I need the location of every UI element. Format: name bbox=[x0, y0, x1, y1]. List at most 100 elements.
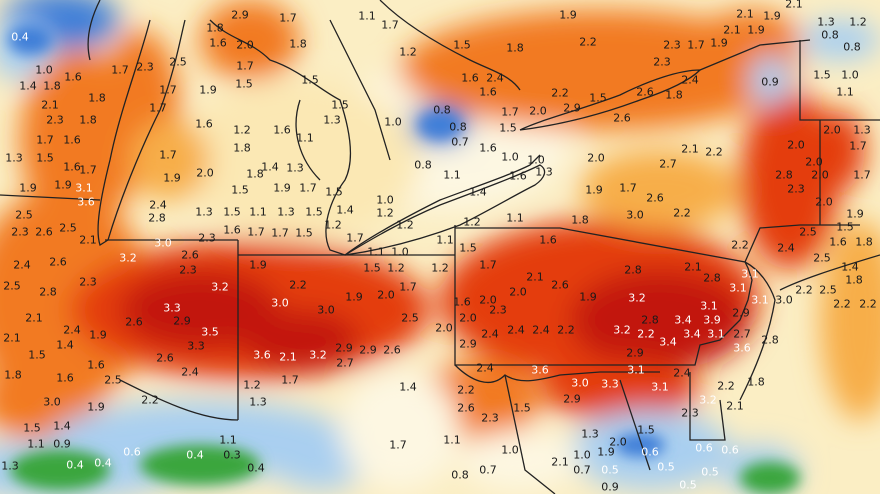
precip-value-label: 0.7 bbox=[451, 135, 469, 149]
precip-value-label: 2.2 bbox=[705, 145, 723, 159]
precip-value-label: 0.8 bbox=[433, 103, 451, 117]
precip-value-label: 1.4 bbox=[336, 203, 354, 217]
precip-value-label: 1.3 bbox=[195, 205, 213, 219]
precip-value-label: 2.4 bbox=[149, 198, 167, 212]
precip-value-label: 1.4 bbox=[469, 185, 487, 199]
precip-value-label: 3.1 bbox=[741, 267, 759, 281]
precip-shade bbox=[820, 220, 880, 420]
precip-value-label: 2.5 bbox=[819, 283, 837, 297]
precip-value-label: 1.5 bbox=[331, 98, 349, 112]
precip-value-label: 1.9 bbox=[19, 181, 37, 195]
precip-value-label: 3.2 bbox=[119, 251, 137, 265]
precip-value-label: 1.1 bbox=[219, 433, 237, 447]
precip-value-label: 3.6 bbox=[77, 195, 95, 209]
precip-value-label: 1.9 bbox=[199, 83, 217, 97]
precip-value-label: 2.7 bbox=[733, 327, 751, 341]
precip-value-label: 1.6 bbox=[273, 123, 291, 137]
precip-value-label: 1.8 bbox=[4, 368, 22, 382]
precip-value-label: 1.8 bbox=[747, 375, 765, 389]
precip-value-label: 1.5 bbox=[637, 423, 655, 437]
precip-shade bbox=[10, 450, 110, 490]
precip-value-label: 1.4 bbox=[841, 260, 859, 274]
precip-value-label: 2.2 bbox=[557, 323, 575, 337]
precip-value-label: 1.5 bbox=[836, 220, 854, 234]
precip-value-label: 3.0 bbox=[571, 376, 589, 390]
precip-value-label: 0.6 bbox=[721, 443, 739, 457]
precip-shade bbox=[140, 445, 260, 485]
precip-value-label: 2.0 bbox=[823, 123, 841, 137]
precip-value-label: 0.3 bbox=[223, 448, 241, 462]
precip-value-label: 2.6 bbox=[181, 248, 199, 262]
precip-value-label: 2.4 bbox=[481, 327, 499, 341]
precip-value-label: 1.6 bbox=[87, 358, 105, 372]
precip-value-label: 0.7 bbox=[573, 463, 591, 477]
precip-value-label: 3.6 bbox=[531, 363, 549, 377]
precip-value-label: 1.8 bbox=[79, 113, 97, 127]
precip-value-label: 2.4 bbox=[13, 258, 31, 272]
precip-value-label: 0.6 bbox=[641, 445, 659, 459]
precip-value-label: 1.5 bbox=[223, 205, 241, 219]
precip-value-label: 2.0 bbox=[509, 285, 527, 299]
precip-value-label: 1.7 bbox=[479, 258, 497, 272]
precip-value-label: 0.4 bbox=[11, 30, 29, 44]
precip-value-label: 2.4 bbox=[181, 365, 199, 379]
precip-value-label: 1.5 bbox=[513, 401, 531, 415]
precip-value-label: 1.2 bbox=[243, 378, 261, 392]
precip-shade bbox=[8, 25, 52, 55]
precip-value-label: 1.8 bbox=[506, 41, 524, 55]
precip-value-label: 1.7 bbox=[687, 38, 705, 52]
precip-value-label: 2.2 bbox=[579, 35, 597, 49]
precip-value-label: 0.5 bbox=[701, 465, 719, 479]
precip-value-label: 1.1 bbox=[436, 233, 454, 247]
precip-value-label: 2.0 bbox=[196, 166, 214, 180]
precip-value-label: 0.4 bbox=[94, 456, 112, 470]
precip-value-label: 2.1 bbox=[681, 142, 699, 156]
precip-value-label: 2.5 bbox=[169, 55, 187, 69]
precip-value-label: 2.3 bbox=[489, 303, 507, 317]
precip-value-label: 2.0 bbox=[587, 151, 605, 165]
precip-value-label: 2.0 bbox=[236, 38, 254, 52]
precip-value-label: 2.0 bbox=[609, 435, 627, 449]
precip-value-label: 1.0 bbox=[376, 193, 394, 207]
precip-value-label: 1.3 bbox=[277, 205, 295, 219]
precip-value-label: 2.0 bbox=[459, 311, 477, 325]
precip-value-label: 1.7 bbox=[247, 225, 265, 239]
precip-value-label: 2.2 bbox=[859, 297, 877, 311]
precip-value-label: 1.4 bbox=[56, 338, 74, 352]
precip-value-label: 2.4 bbox=[532, 323, 550, 337]
precip-value-label: 1.3 bbox=[1, 459, 19, 473]
precip-value-label: 2.9 bbox=[231, 8, 249, 22]
precip-value-label: 2.6 bbox=[49, 255, 67, 269]
precip-value-label: 1.2 bbox=[463, 215, 481, 229]
precip-value-label: 1.2 bbox=[387, 261, 405, 275]
precip-value-label: 2.1 bbox=[526, 270, 544, 284]
precip-value-label: 1.2 bbox=[324, 218, 342, 232]
precip-value-label: 1.5 bbox=[231, 183, 249, 197]
precip-value-label: 1.1 bbox=[506, 211, 524, 225]
precip-value-label: 1.6 bbox=[829, 235, 847, 249]
precip-shade bbox=[815, 110, 865, 190]
precip-value-label: 1.8 bbox=[206, 21, 224, 35]
precip-value-label: 2.3 bbox=[179, 263, 197, 277]
precip-value-label: 3.3 bbox=[601, 377, 619, 391]
precip-value-label: 0.8 bbox=[449, 120, 467, 134]
precip-value-label: 2.1 bbox=[726, 399, 744, 413]
precip-value-label: 1.8 bbox=[571, 213, 589, 227]
precip-value-label: 1.4 bbox=[261, 160, 279, 174]
precip-value-label: 2.3 bbox=[653, 55, 671, 69]
precip-value-label: 2.5 bbox=[104, 373, 122, 387]
precip-shade bbox=[240, 310, 360, 370]
precip-value-label: 1.9 bbox=[585, 183, 603, 197]
precip-value-label: 2.5 bbox=[401, 311, 419, 325]
precip-value-label: 2.8 bbox=[703, 271, 721, 285]
precip-value-label: 1.0 bbox=[391, 245, 409, 259]
precip-value-label: 2.0 bbox=[529, 104, 547, 118]
precip-value-label: 3.0 bbox=[154, 236, 172, 250]
precip-shade bbox=[340, 370, 460, 490]
precip-value-label: 1.3 bbox=[249, 395, 267, 409]
precip-value-label: 2.9 bbox=[732, 306, 750, 320]
precip-value-label: 3.1 bbox=[651, 380, 669, 394]
precip-value-label: 2.2 bbox=[717, 379, 735, 393]
